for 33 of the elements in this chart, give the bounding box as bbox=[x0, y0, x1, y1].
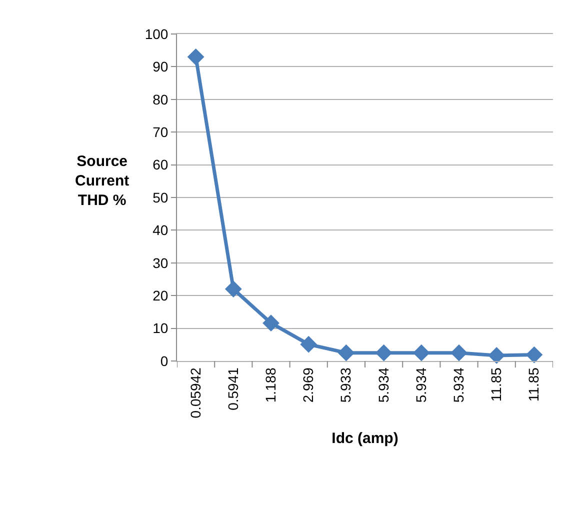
y-tick-label: 70 bbox=[152, 124, 168, 140]
point bbox=[224, 280, 242, 298]
point bbox=[488, 346, 506, 364]
x-tick-label: 1.188 bbox=[262, 367, 279, 403]
y-tick-label: 60 bbox=[152, 156, 168, 173]
y-tick-label: 90 bbox=[152, 58, 168, 75]
x-tick-label: 5.934 bbox=[450, 367, 467, 403]
y-tick-label: 40 bbox=[152, 222, 168, 238]
point bbox=[375, 344, 392, 362]
point bbox=[338, 344, 355, 362]
point bbox=[412, 344, 430, 362]
point bbox=[262, 314, 280, 332]
point bbox=[450, 344, 468, 362]
x-tick-label: 5.933 bbox=[338, 367, 354, 403]
x-axis-title: Idc (amp) bbox=[332, 430, 398, 448]
x-tick-label: 0.05942 bbox=[187, 367, 204, 418]
x-tick-label: 5.934 bbox=[375, 367, 392, 403]
point bbox=[526, 346, 543, 364]
point bbox=[300, 336, 318, 353]
x-tick-label: 2.969 bbox=[300, 367, 316, 403]
point bbox=[187, 48, 204, 66]
y-axis-title: Source Current THD % bbox=[75, 153, 130, 209]
y-tick-label: 20 bbox=[152, 288, 168, 304]
x-tick-label: 11.85 bbox=[526, 367, 542, 402]
y-tick-label: 10 bbox=[152, 320, 168, 336]
x-tick-label: 11.85 bbox=[488, 367, 504, 402]
x-tick-label: 5.934 bbox=[412, 367, 429, 403]
y-tick-label: 50 bbox=[152, 189, 168, 206]
y-tick-label: 80 bbox=[152, 91, 168, 108]
y-tick-label: 30 bbox=[152, 254, 168, 271]
x-tick-label: 0.5941 bbox=[224, 367, 241, 410]
y-tick-label: 0 bbox=[160, 352, 168, 369]
y-tick-label: 100 bbox=[144, 26, 168, 42]
